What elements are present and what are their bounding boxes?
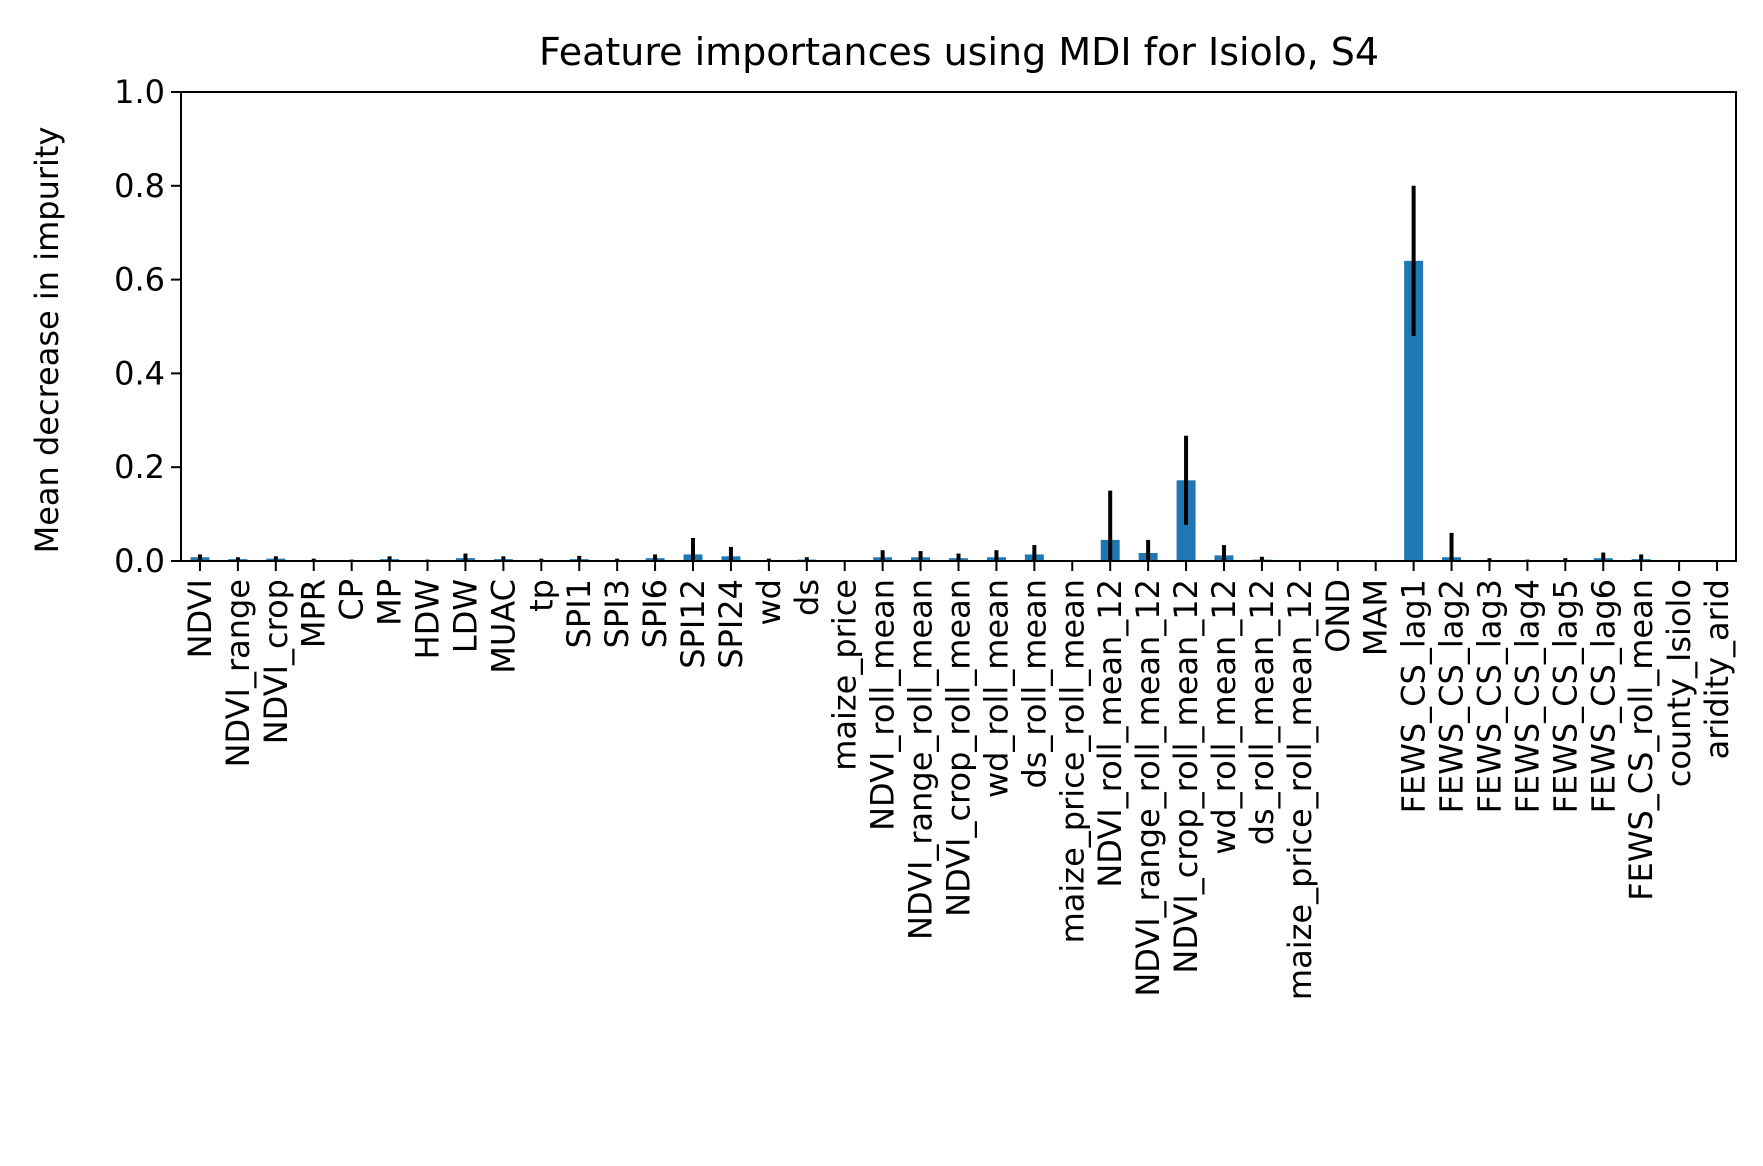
x-tick-label: NDVI_crop_roll_mean xyxy=(940,579,978,917)
x-tick-label: NDVI_range xyxy=(219,579,257,767)
x-tick-label: MAM xyxy=(1357,579,1395,656)
x-tick-label: maize_price_roll_mean xyxy=(1053,579,1091,943)
x-tick-label: MPR xyxy=(295,579,333,648)
x-tick-label: NDVI_roll_mean_12 xyxy=(1091,579,1129,888)
x-tick-label: NDVI_crop_roll_mean_12 xyxy=(1167,579,1205,974)
x-tick-label: ds xyxy=(788,579,826,616)
x-tick-label: FEWS_CS_lag3 xyxy=(1470,579,1508,813)
y-tick-label: 0.8 xyxy=(114,167,165,205)
x-tick-label: MUAC xyxy=(484,579,522,674)
chart-title: Feature importances using MDI for Isiolo… xyxy=(539,30,1379,74)
x-tick-label: ds_roll_mean_12 xyxy=(1243,579,1281,845)
x-tick-label: MP xyxy=(371,579,409,626)
x-tick-label: SPI6 xyxy=(636,579,674,648)
x-tick-label: FEWS_CS_lag1 xyxy=(1395,579,1433,813)
x-tick-label: FEWS_CS_lag6 xyxy=(1584,579,1622,813)
x-tick-label: aridity_arid xyxy=(1698,579,1736,759)
x-tick-label: maize_price xyxy=(826,579,864,771)
y-tick-label: 0.4 xyxy=(114,354,165,392)
x-tick-label: LDW xyxy=(446,579,484,653)
y-tick-label: 0.2 xyxy=(114,448,165,486)
x-tick-label: HDW xyxy=(409,579,447,659)
x-tick-label: maize_price_roll_mean_12 xyxy=(1281,579,1319,1000)
x-tick-label: wd_roll_mean xyxy=(977,579,1015,798)
x-tick-label: FEWS_CS_roll_mean xyxy=(1622,579,1660,901)
x-tick-label: NDVI_crop xyxy=(257,579,295,744)
y-tick-label: 0.6 xyxy=(114,261,165,299)
y-axis: 0.0 0.2 0.4 0.6 0.8 1.0 xyxy=(114,73,181,580)
x-tick-label: SPI3 xyxy=(598,579,636,648)
x-tick-label: SPI12 xyxy=(674,579,712,669)
x-tick-label: NDVI_range_roll_mean xyxy=(902,579,940,940)
x-tick-label: NDVI xyxy=(181,579,219,658)
x-tick-label: FEWS_CS_lag2 xyxy=(1433,579,1471,813)
x-tick-label: ds_roll_mean xyxy=(1015,579,1053,789)
y-tick-label: 0.0 xyxy=(114,542,165,580)
x-tick-label: tp xyxy=(522,579,560,612)
x-tick-label: NDVI_range_roll_mean_12 xyxy=(1129,579,1167,997)
x-tick-label: wd_roll_mean_12 xyxy=(1205,579,1243,855)
plot-frame xyxy=(180,91,1737,562)
x-tick-label: FEWS_CS_lag5 xyxy=(1546,579,1584,813)
x-tick-label: OND xyxy=(1319,579,1357,653)
x-tick-label: county_Isiolo xyxy=(1660,579,1698,787)
x-tick-label: FEWS_CS_lag4 xyxy=(1508,579,1546,813)
x-tick-label: wd xyxy=(750,579,788,625)
y-tick-label: 1.0 xyxy=(114,73,165,111)
y-axis-label: Mean decrease in impurity xyxy=(28,127,66,554)
x-tick-label: SPI1 xyxy=(560,579,598,648)
x-tick-label: CP xyxy=(333,579,371,621)
x-tick-label: NDVI_roll_mean xyxy=(864,579,902,831)
x-tick-label: SPI24 xyxy=(712,579,750,669)
bar xyxy=(1404,260,1424,561)
x-axis: NDVI NDVI_range NDVI_crop MPR CP MP HDW LDW MUAC… xyxy=(181,561,1736,1000)
